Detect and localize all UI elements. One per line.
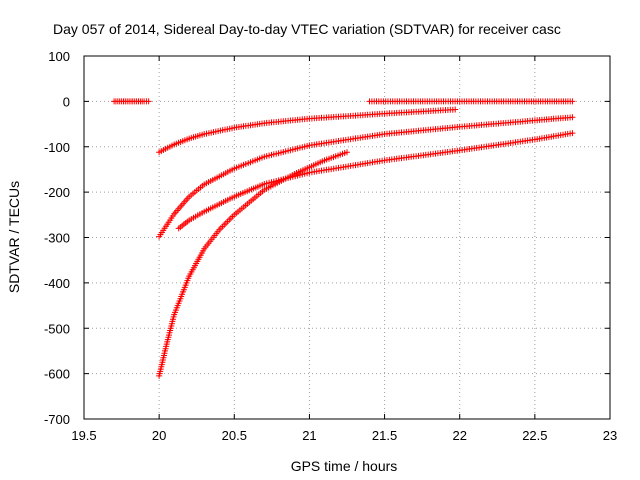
data-point-marker [344,149,350,156]
data-point-marker [145,98,152,105]
x-tick-label: 22 [452,428,466,443]
y-tick-label: 100 [48,49,70,64]
x-tick-label: 20 [152,428,166,443]
x-tick-label: 23 [603,428,617,443]
series-arc-steep [156,149,350,379]
series-arc-top [156,106,459,156]
x-tick-label: 20.5 [222,428,247,443]
data-point-marker [569,114,576,121]
x-tick-label: 21.5 [372,428,397,443]
series-layer [111,98,576,379]
y-tick-label: -200 [44,185,70,200]
y-tick-label: -300 [44,231,70,246]
x-tick-label: 21 [302,428,316,443]
x-tick-label: 19.5 [71,428,96,443]
data-point-marker [569,130,576,137]
y-tick-label: -500 [44,321,70,336]
tick-layer: 19.5 20 20.5 21 21.5 22 22.5 23 100 0 -100 -200 -300… [44,49,617,443]
series-flat-early [111,98,152,105]
series-flat-late [366,98,576,105]
y-tick-label: 0 [63,94,70,109]
y-tick-label: -700 [44,412,70,427]
series-arc-second [156,114,576,240]
data-point-marker [452,106,459,113]
y-tick-label: -100 [44,140,70,155]
y-tick-label: -400 [44,276,70,291]
x-tick-label: 22.5 [522,428,547,443]
data-point-marker [569,98,576,105]
x-axis-label: GPS time / hours [291,458,398,474]
chart-title: Day 057 of 2014, Sidereal Day-to-day VTE… [53,21,561,37]
y-tick-label: -600 [44,367,70,382]
y-axis-label: SDTVAR / TECUs [6,181,22,293]
series-arc-third [175,130,576,232]
